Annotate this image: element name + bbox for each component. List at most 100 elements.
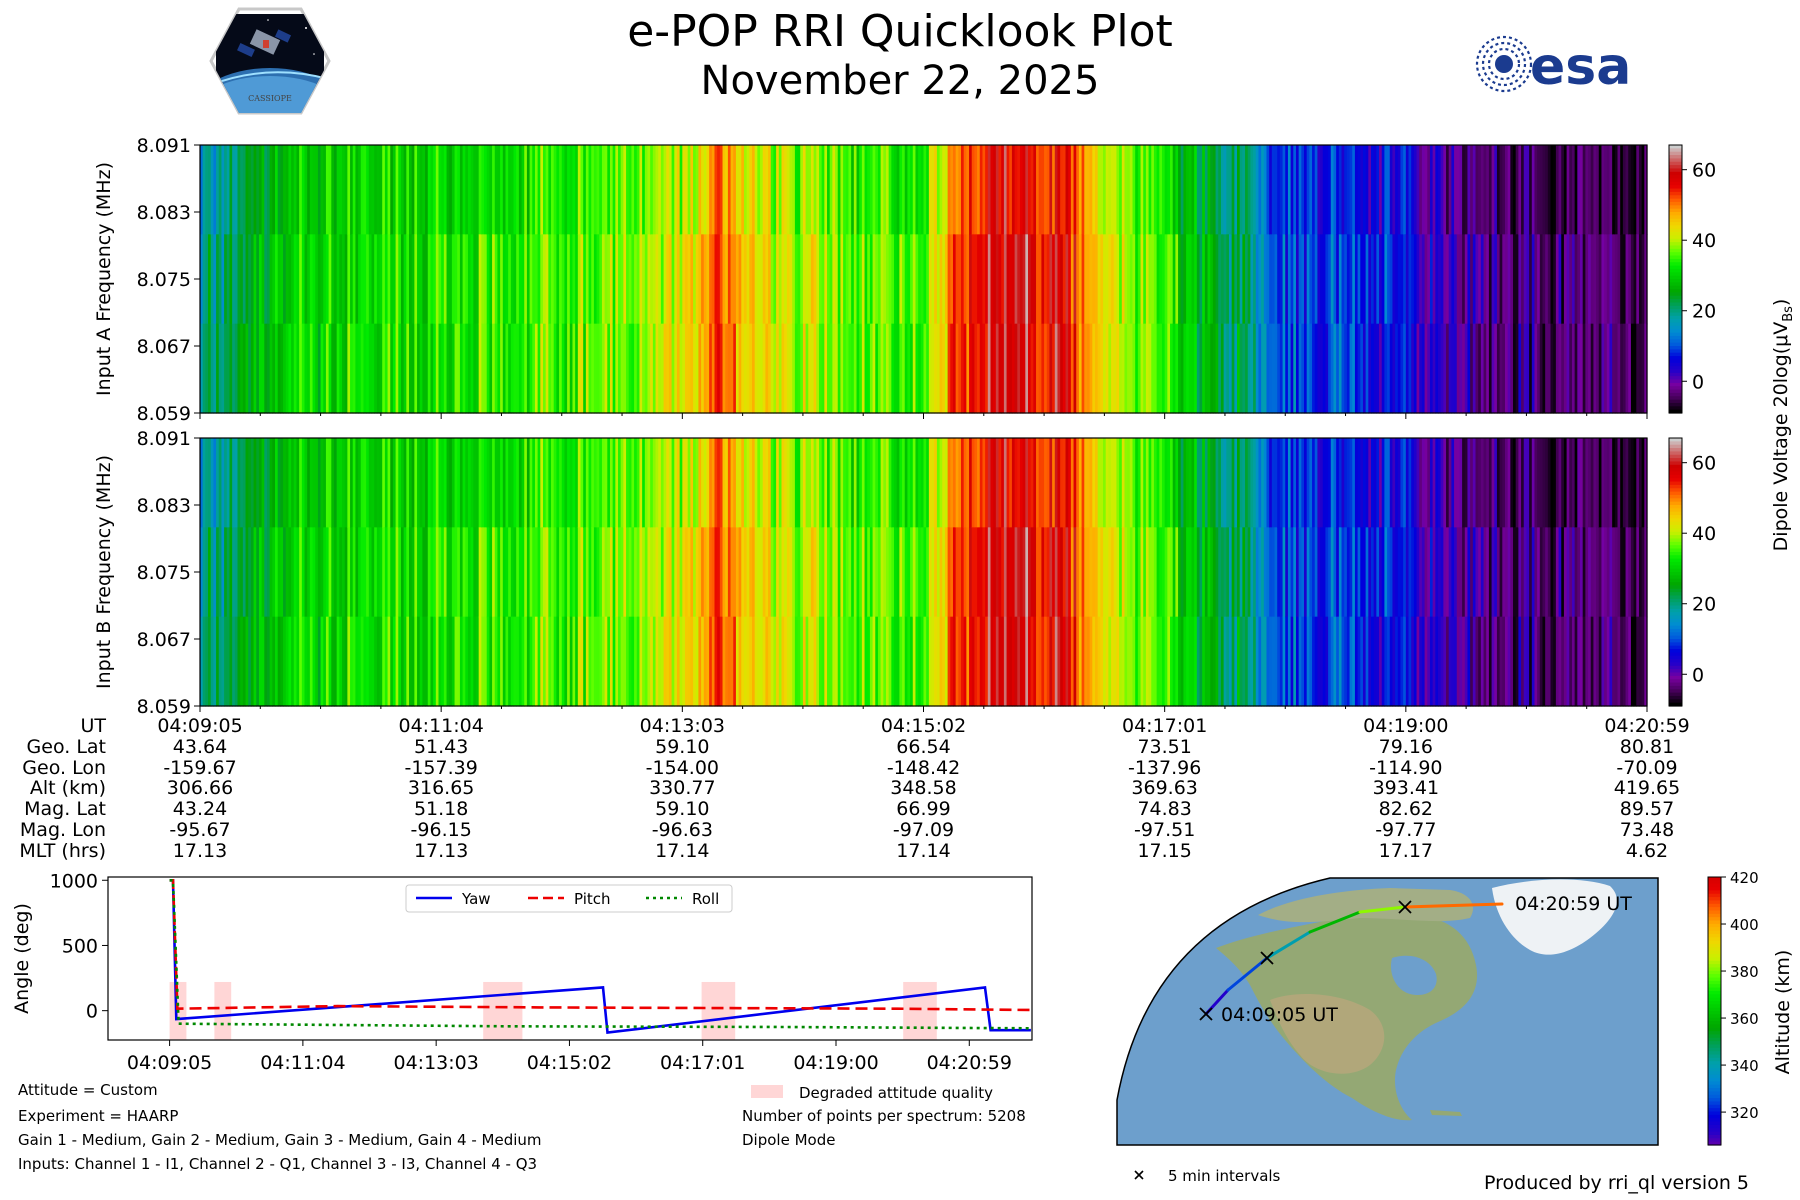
ephemeris-value: 419.65	[1613, 777, 1681, 800]
x-tick-label: 04:15:02	[527, 1052, 612, 1074]
y-tick-label: 8.083	[137, 495, 191, 517]
ephemeris-value: 04:13:03	[639, 715, 725, 737]
degraded-legend-swatch	[751, 1085, 783, 1098]
ephemeris-row: MLT (hrs) 17.13 17.13 17.14 17.14 17.15 17.17 4…	[0, 840, 1800, 862]
western-interior	[1270, 994, 1385, 1074]
figure-title: e-POP RRI Quicklook Plot	[627, 6, 1173, 57]
note-inputs: Inputs: Channel 1 - I1, Channel 2 - Q1, …	[18, 1155, 538, 1173]
ephemeris-value: 369.63	[1131, 777, 1198, 800]
altitude-tick-label: 420	[1730, 869, 1759, 887]
y-tick-label: 8.091	[137, 135, 191, 157]
ephemeris-value: -157.39	[404, 756, 478, 779]
ephemeris-value: 17.15	[1137, 839, 1192, 862]
attitude-legend: Yaw Pitch Roll	[405, 884, 733, 913]
track-start-label: 04:09:05 UT	[1221, 1004, 1338, 1026]
note-gains: Gain 1 - Medium, Gain 2 - Medium, Gain 3…	[18, 1131, 542, 1149]
y-tick-label: 1000	[50, 870, 98, 892]
x-tick-label: 04:09:05	[127, 1052, 212, 1074]
y-tick-label: 500	[62, 935, 98, 957]
note-points: Number of points per spectrum: 5208	[742, 1107, 1026, 1125]
colorbar-tick-label: 20	[1692, 301, 1716, 323]
x-tick-label: 04:17:01	[660, 1052, 745, 1074]
note-mode: Dipole Mode	[742, 1131, 836, 1149]
y-tick-label: 8.059	[137, 696, 191, 718]
ephemeris-row: Mag. Lat 43.24 51.18 59.10 66.99 74.83 82.62 89…	[0, 798, 1800, 820]
ephemeris-row-label: Geo. Lon	[22, 756, 106, 779]
x-tick-label: 04:13:03	[393, 1052, 478, 1074]
degraded-legend-label: Degraded attitude quality	[799, 1084, 993, 1102]
legend-label: Roll	[692, 890, 719, 908]
ephemeris-value: 66.99	[896, 798, 951, 821]
ephemeris-value: 59.10	[655, 735, 710, 758]
y-tick-label: 8.083	[137, 202, 191, 224]
ephemeris-value: 73.48	[1619, 819, 1675, 841]
ephemeris-value: 51.43	[413, 735, 469, 758]
ephemeris-value: 17.14	[655, 839, 710, 862]
ephemeris-value: -97.09	[892, 819, 955, 841]
track-marker	[1199, 1007, 1213, 1021]
ephemeris-value: 17.17	[1378, 839, 1434, 862]
ephemeris-value: -154.00	[645, 756, 719, 779]
ephemeris-value: 4.62	[1625, 839, 1669, 862]
ephemeris-value: 330.77	[649, 777, 716, 800]
ephemeris-value: -97.51	[1134, 819, 1196, 841]
legend-label: Yaw	[461, 890, 491, 908]
ephemeris-value: -95.67	[169, 819, 231, 841]
ephemeris-value: 79.16	[1378, 735, 1434, 758]
degraded-region	[701, 981, 736, 1040]
ground-track-map: 04:09:05 UT 04:20:59 UT 5 min intervals 420…	[1116, 869, 1794, 1185]
series-roll	[169, 879, 1031, 1030]
colorbar-tick-label: 60	[1692, 453, 1716, 475]
track-marker	[1398, 900, 1412, 914]
ground-track-segment	[1265, 930, 1312, 960]
ephemeris-value: 306.66	[166, 777, 234, 800]
ephemeris-value: 04:17:01	[1121, 715, 1208, 737]
ephemeris-value: 51.18	[413, 798, 469, 821]
ephemeris-row: Geo. Lon -159.67 -157.39 -154.00 -148.42 -137…	[0, 757, 1800, 779]
ephemeris-value: 04:20:59	[1604, 715, 1690, 737]
ephemeris-value: 316.65	[407, 777, 475, 800]
ephemeris-value: 82.62	[1378, 798, 1434, 821]
altitude-colorbar-label: Altitude (km)	[1772, 950, 1794, 1075]
ephemeris-value: -148.42	[886, 756, 961, 779]
figure-date: November 22, 2025	[700, 58, 1100, 104]
cassiope-logo-text: CASSIOPE	[248, 94, 292, 103]
ground-track-segment	[1358, 905, 1407, 914]
ephemeris-value: 04:19:00	[1363, 715, 1449, 737]
ephemeris-value: 80.81	[1619, 735, 1675, 758]
ephemeris-value: 89.57	[1619, 798, 1675, 821]
greenland	[1492, 879, 1617, 955]
colorbar-tick-label: 0	[1692, 664, 1704, 686]
ephemeris-value: 04:11:04	[398, 715, 484, 737]
colorbar-tick-label: 40	[1692, 230, 1716, 252]
ephemeris-value: 393.41	[1372, 777, 1440, 800]
ephemeris-value: 74.83	[1137, 798, 1192, 821]
y-tick-label: 8.075	[137, 269, 191, 291]
colorbar-tick-label: 20	[1692, 594, 1716, 616]
note-experiment: Experiment = HAARP	[18, 1107, 179, 1125]
altitude-tick-label: 340	[1730, 1057, 1759, 1075]
ephemeris-row-label: Geo. Lat	[26, 735, 106, 758]
y-axis-label: Input B Frequency (MHz)	[93, 455, 115, 689]
attitude-frame	[107, 876, 1033, 1041]
esa-logo: esa	[1475, 35, 1631, 96]
y-tick-label: 8.059	[137, 403, 191, 425]
ephemeris-row-label: UT	[80, 715, 106, 737]
attitude-plot: 1000 500 0 Angle (deg) 04:09:05 04:11:04 04:13…	[11, 870, 1033, 1102]
ground-track-segment	[1403, 902, 1504, 909]
ephemeris-value: 73.51	[1137, 735, 1192, 758]
globe-outline	[1116, 877, 1659, 1146]
cassiope-logo: CASSIOPE	[209, 7, 331, 115]
ephemeris-value: 66.54	[896, 735, 951, 758]
degraded-region	[903, 981, 937, 1040]
ground-track-segment	[1308, 910, 1362, 934]
legend-label: Pitch	[574, 890, 611, 908]
ephemeris-row: Alt (km) 306.66 316.65 330.77 348.58 369.63 39…	[0, 777, 1800, 799]
ephemeris-value: -137.96	[1127, 756, 1202, 779]
colorbar-frame	[1668, 437, 1683, 707]
ephemeris-value: 348.58	[890, 777, 957, 800]
altitude-tick-label: 320	[1730, 1104, 1759, 1122]
ephemeris-row-label: Mag. Lat	[24, 798, 106, 821]
y-tick-label: 8.091	[137, 428, 191, 450]
